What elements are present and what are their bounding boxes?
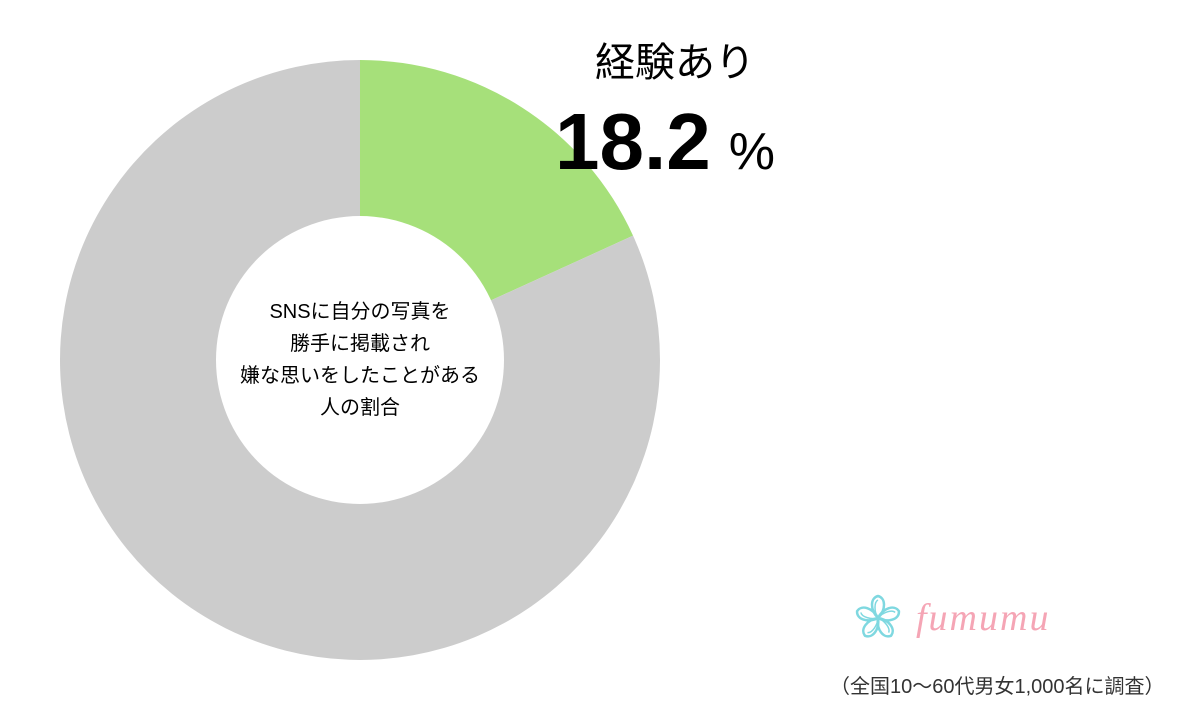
center-line-3: 嫌な思いをしたことがある [220, 360, 500, 392]
value-callout: 経験あり 18.2 % [555, 30, 775, 188]
callout-percent: % [729, 122, 775, 182]
flower-icon [850, 590, 906, 646]
center-line-4: 人の割合 [220, 392, 500, 424]
callout-value: 18.2 [555, 96, 711, 188]
center-line-2: 勝手に掲載され [220, 328, 500, 360]
center-description: SNSに自分の写真を 勝手に掲載され 嫌な思いをしたことがある 人の割合 [220, 296, 500, 424]
callout-label: 経験あり [595, 30, 775, 88]
center-line-1: SNSに自分の写真を [220, 296, 500, 328]
brand-name: fumumu [916, 596, 1050, 640]
source-note: （全国10〜60代男女1,000名に調査） [830, 670, 1165, 699]
callout-value-row: 18.2 % [555, 96, 775, 188]
brand-logo: fumumu [850, 590, 1050, 646]
